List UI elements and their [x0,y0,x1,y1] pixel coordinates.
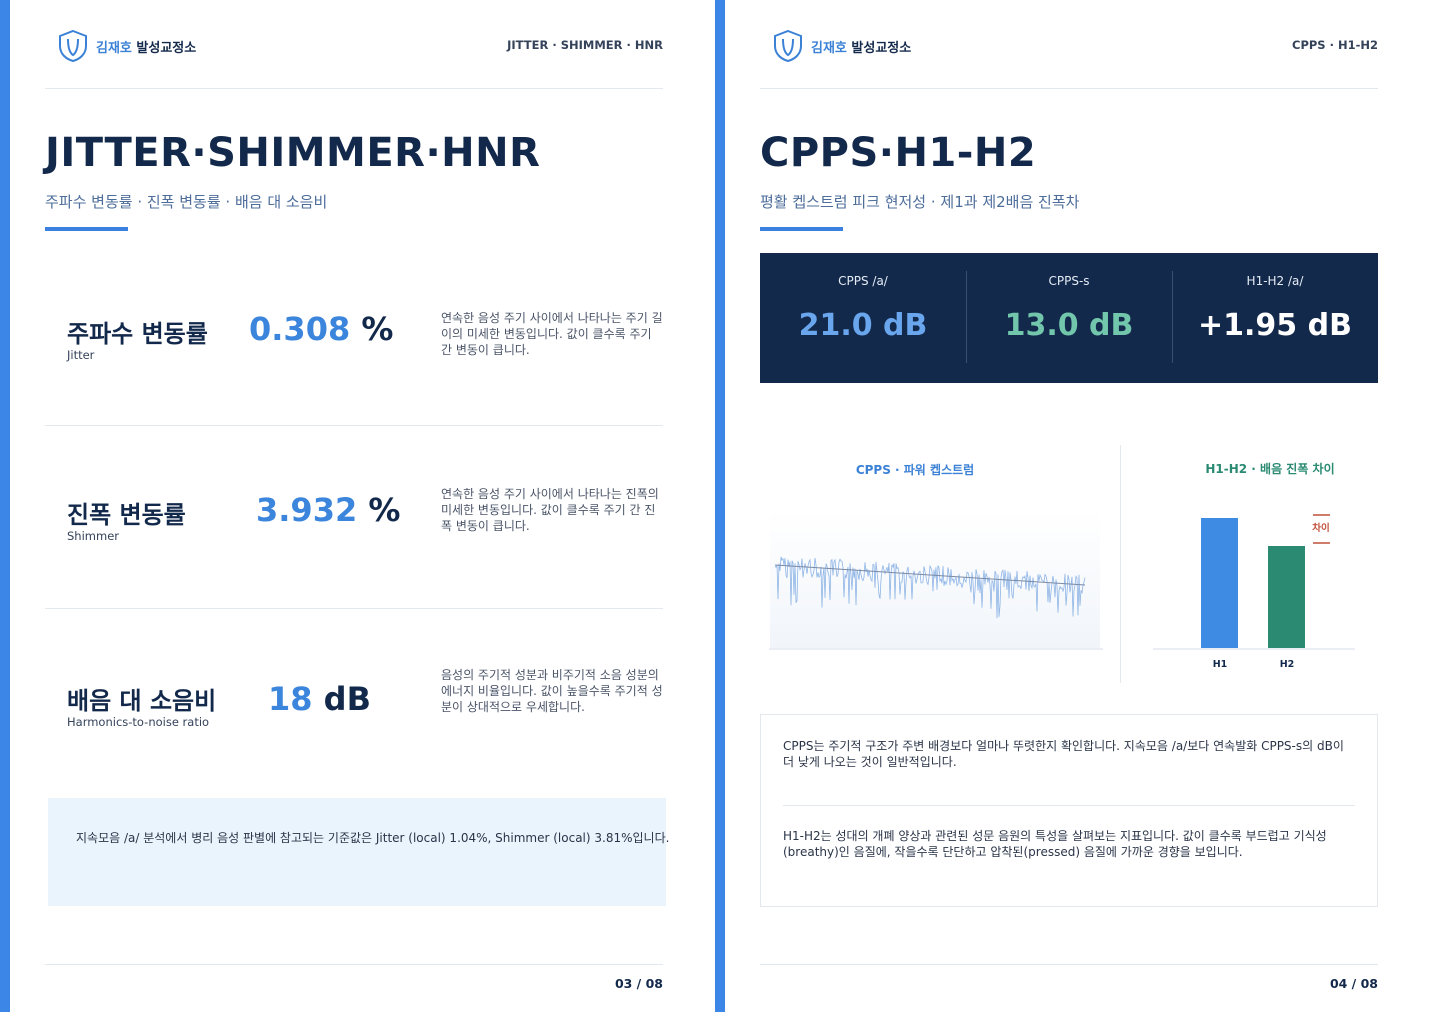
accent-bar [45,227,128,231]
unit: % [361,310,394,348]
value: 0.308 [249,310,351,348]
page-number: 03 / 08 [614,976,663,991]
page-subtitle: 주파수 변동률 · 진폭 변동률 · 배음 대 소음비 [45,193,328,211]
metric-description: 음성의 주기적 성분과 비주기적 소음 성분의 에너지 비율입니다. 값이 높을… [441,668,663,714]
metric-english: Harmonics-to-noise ratio [67,715,210,729]
brand-suffix: 발성교정소 [136,41,197,56]
left-strip [0,0,10,1012]
brand-name: 김재호 [96,41,132,56]
metric-english: Jitter [67,348,95,362]
chart-title: H1-H2 · 배음 진폭 차이 [1205,462,1335,476]
note-box [48,798,666,906]
header-rule [45,88,663,89]
metric-name: 진폭 변동률 [67,501,186,529]
bar-h1 [1201,518,1238,648]
page-title: CPPS·H1-H2 [760,130,1037,176]
trend-line [774,564,1086,586]
header-tag: CPPS · H1-H2 [1292,38,1378,52]
metric-description: 연속한 음성 주기 사이에서 나타나는 진폭의 미세한 변동입니다. 값이 클수… [441,487,659,533]
brand-name: 김재호 [811,41,847,56]
note-text: 지속모음 /a/ 분석에서 병리 음성 판별에 참고되는 기준값은 Jitter… [76,831,670,845]
page: 김재호 발성교정소 CPPS · H1-H2 CPPS·H1-H2 평활 켑스트… [715,0,1430,1012]
brand-logo [774,29,802,63]
page-divider [715,0,725,1012]
brand-suffix: 발성교정소 [851,41,912,56]
metric-value: 3.932 % [256,491,400,529]
chart-divider [1120,445,1121,683]
plot-background [770,510,1100,648]
row-divider [45,425,663,426]
brand-logo [59,29,87,63]
brand: 김재호 발성교정소 [96,37,196,56]
row-divider [45,608,663,609]
footer-rule [45,964,663,965]
category-label: H2 [1280,659,1295,670]
metric-value: 18 dB [268,680,371,718]
stat-divider [1172,271,1173,363]
metric-name: 주파수 변동률 [67,320,208,348]
diff-label: 차이 [1312,522,1329,534]
metric-description: 연속한 음성 주기 사이에서 나타나는 주기 길이의 미세한 변동입니다. 값이… [441,311,663,357]
stat-value: +1.95 dB [1198,308,1352,343]
metric-value: 0.308 % [249,310,393,348]
stat-label: CPPS /a/ [838,274,888,288]
cepstrum-trace [774,556,1086,619]
bar-h2 [1268,546,1305,648]
explanation-box [760,714,1378,907]
accent-bar [760,227,843,231]
header-rule [760,88,1378,89]
h1h2-chart: 차이 H1 H2 [1153,514,1355,670]
stat-label: CPPS-s [1048,274,1090,288]
explanation-divider [783,805,1355,806]
page: 김재호 발성교정소 JITTER · SHIMMER · HNR JITTER·… [45,29,670,991]
page-number: 04 / 08 [1329,976,1378,991]
page-subtitle: 평활 켑스트럼 피크 현저성 · 제1과 제2배음 진폭차 [760,193,1080,211]
cepstrum-plot [769,510,1103,650]
stat-label: H1-H2 /a/ [1246,274,1304,288]
header-tag: JITTER · SHIMMER · HNR [507,38,663,52]
stats-panel: CPPS /a/ 21.0 dB CPPS-s 13.0 dB H1-H2 /a… [760,253,1378,383]
metric-name: 배음 대 소음비 [67,687,217,715]
brand: 김재호 발성교정소 [811,37,911,56]
category-label: H1 [1213,659,1228,670]
explanation-text: H1-H2는 성대의 개폐 양상과 관련된 성문 음원의 특성을 살펴보는 지표… [783,829,1327,859]
stat-divider [966,271,967,363]
stat-value: 13.0 dB [1004,308,1134,343]
value: 18 [268,680,313,718]
footer-rule [760,964,1378,965]
unit: % [368,491,401,529]
page-title: JITTER·SHIMMER·HNR [45,130,541,176]
metric-english: Shimmer [67,529,119,543]
stat-value: 21.0 dB [798,308,928,343]
unit: dB [323,680,371,718]
chart-title: CPPS · 파워 켑스트럼 [855,463,975,477]
explanation-text: CPPS는 주기적 구조가 주변 배경보다 얼마나 뚜렷한지 확인합니다. 지속… [783,739,1344,769]
value: 3.932 [256,491,358,529]
